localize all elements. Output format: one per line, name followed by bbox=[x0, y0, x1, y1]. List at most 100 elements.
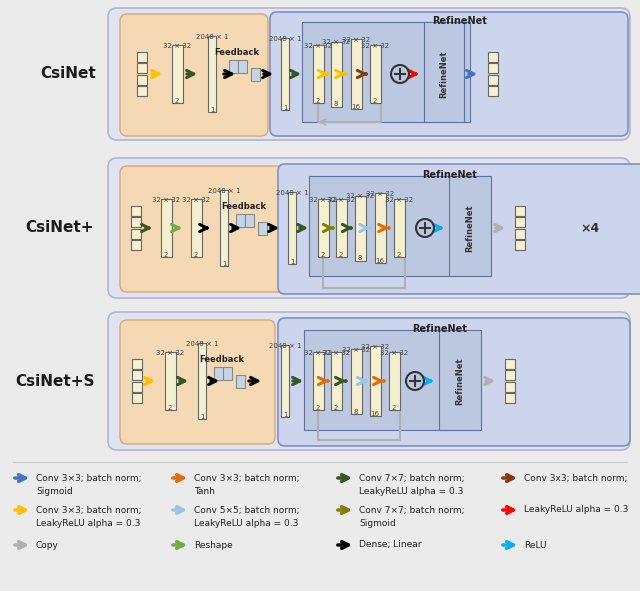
Text: 1: 1 bbox=[283, 412, 287, 418]
Text: 32 × 32: 32 × 32 bbox=[342, 37, 370, 43]
Bar bbox=[505, 393, 515, 403]
Text: RefineNet: RefineNet bbox=[433, 16, 488, 26]
Text: 2: 2 bbox=[392, 405, 396, 411]
Text: 32 × 32: 32 × 32 bbox=[361, 43, 389, 49]
Text: 2: 2 bbox=[316, 405, 320, 411]
Text: RefineNet: RefineNet bbox=[465, 204, 474, 252]
Bar bbox=[137, 74, 147, 85]
Text: LeakyReLU alpha = 0.3: LeakyReLU alpha = 0.3 bbox=[359, 486, 463, 495]
Bar bbox=[137, 86, 147, 96]
Text: 8: 8 bbox=[333, 102, 339, 108]
Bar bbox=[281, 38, 289, 110]
Text: 32 × 32: 32 × 32 bbox=[327, 197, 355, 203]
Text: 1: 1 bbox=[290, 259, 294, 265]
Text: 2048 × 1: 2048 × 1 bbox=[269, 343, 301, 349]
Text: Conv 7×7; batch norm;: Conv 7×7; batch norm; bbox=[359, 473, 465, 482]
Bar bbox=[488, 52, 498, 61]
Text: 32 × 32: 32 × 32 bbox=[342, 346, 370, 352]
Text: Sigmoid: Sigmoid bbox=[359, 518, 396, 528]
Text: Conv 5×5; batch norm;: Conv 5×5; batch norm; bbox=[194, 505, 300, 515]
Bar bbox=[505, 370, 515, 380]
Bar bbox=[335, 199, 346, 257]
Bar bbox=[374, 193, 385, 263]
Text: 2048 × 1: 2048 × 1 bbox=[186, 341, 218, 347]
Text: 32 × 32: 32 × 32 bbox=[361, 344, 389, 350]
Bar bbox=[191, 199, 202, 257]
Bar bbox=[302, 22, 470, 122]
Bar bbox=[132, 370, 142, 380]
Text: Sigmoid: Sigmoid bbox=[36, 486, 73, 495]
Bar bbox=[164, 352, 175, 410]
Text: 2: 2 bbox=[339, 252, 343, 258]
FancyBboxPatch shape bbox=[278, 318, 630, 446]
Text: 32 × 32: 32 × 32 bbox=[366, 191, 394, 197]
Bar bbox=[131, 229, 141, 239]
Text: CsiNet+: CsiNet+ bbox=[26, 220, 94, 235]
Bar bbox=[288, 192, 296, 264]
Text: 2: 2 bbox=[334, 405, 338, 411]
Text: CsiNet: CsiNet bbox=[40, 67, 96, 82]
Bar bbox=[355, 196, 365, 261]
Bar bbox=[244, 213, 253, 226]
Text: 32 × 32: 32 × 32 bbox=[182, 197, 210, 203]
Bar bbox=[424, 22, 464, 122]
FancyBboxPatch shape bbox=[120, 166, 290, 292]
Text: 32 × 32: 32 × 32 bbox=[380, 350, 408, 356]
Bar bbox=[281, 345, 289, 417]
Text: Copy: Copy bbox=[36, 541, 59, 550]
Bar bbox=[236, 213, 244, 226]
Text: 1: 1 bbox=[200, 414, 204, 420]
Bar bbox=[257, 222, 266, 235]
Text: Feedback: Feedback bbox=[221, 202, 266, 211]
Bar bbox=[220, 190, 228, 266]
Bar bbox=[488, 63, 498, 73]
Text: 8: 8 bbox=[354, 408, 358, 414]
Text: RefineNet: RefineNet bbox=[422, 170, 477, 180]
Bar bbox=[214, 366, 223, 379]
Text: Conv 3×3; batch norm;: Conv 3×3; batch norm; bbox=[194, 473, 300, 482]
Text: RefineNet: RefineNet bbox=[440, 50, 449, 98]
Text: 2: 2 bbox=[194, 252, 198, 258]
Text: 32 × 32: 32 × 32 bbox=[152, 197, 180, 203]
Bar bbox=[449, 176, 491, 276]
FancyBboxPatch shape bbox=[270, 12, 628, 136]
Bar bbox=[132, 359, 142, 369]
Bar bbox=[351, 39, 362, 109]
Bar bbox=[236, 375, 244, 388]
Text: Dense; Linear: Dense; Linear bbox=[359, 541, 422, 550]
Text: CsiNet+S: CsiNet+S bbox=[15, 374, 95, 388]
Text: 16: 16 bbox=[376, 258, 385, 264]
Bar bbox=[515, 217, 525, 228]
Bar bbox=[137, 52, 147, 61]
Text: 8: 8 bbox=[358, 255, 362, 261]
Bar bbox=[330, 41, 342, 106]
Bar bbox=[515, 241, 525, 250]
Bar bbox=[198, 343, 206, 419]
Text: Conv 3×3; batch norm;: Conv 3×3; batch norm; bbox=[36, 505, 141, 515]
Bar bbox=[488, 74, 498, 85]
Bar bbox=[312, 352, 323, 410]
Text: 1: 1 bbox=[210, 107, 214, 113]
Bar bbox=[228, 60, 237, 73]
FancyBboxPatch shape bbox=[108, 312, 630, 450]
Bar bbox=[137, 63, 147, 73]
Text: RefineNet: RefineNet bbox=[413, 324, 467, 334]
Text: Reshape: Reshape bbox=[194, 541, 233, 550]
Bar bbox=[131, 206, 141, 216]
Text: Conv 3x3; batch norm;: Conv 3x3; batch norm; bbox=[524, 473, 627, 482]
Bar bbox=[132, 382, 142, 392]
Bar bbox=[369, 45, 381, 103]
Bar bbox=[131, 217, 141, 228]
Text: 2: 2 bbox=[316, 98, 320, 104]
Text: 2048 × 1: 2048 × 1 bbox=[208, 188, 240, 194]
FancyBboxPatch shape bbox=[108, 158, 630, 298]
Bar bbox=[161, 199, 172, 257]
Text: 2: 2 bbox=[175, 98, 179, 104]
Text: LeakyReLU alpha = 0.3: LeakyReLU alpha = 0.3 bbox=[194, 518, 298, 528]
Text: 2: 2 bbox=[397, 252, 401, 258]
Bar bbox=[312, 45, 323, 103]
Bar bbox=[394, 199, 404, 257]
Text: LeakyReLU alpha = 0.3: LeakyReLU alpha = 0.3 bbox=[36, 518, 140, 528]
FancyBboxPatch shape bbox=[120, 14, 268, 136]
Text: 2: 2 bbox=[373, 98, 377, 104]
